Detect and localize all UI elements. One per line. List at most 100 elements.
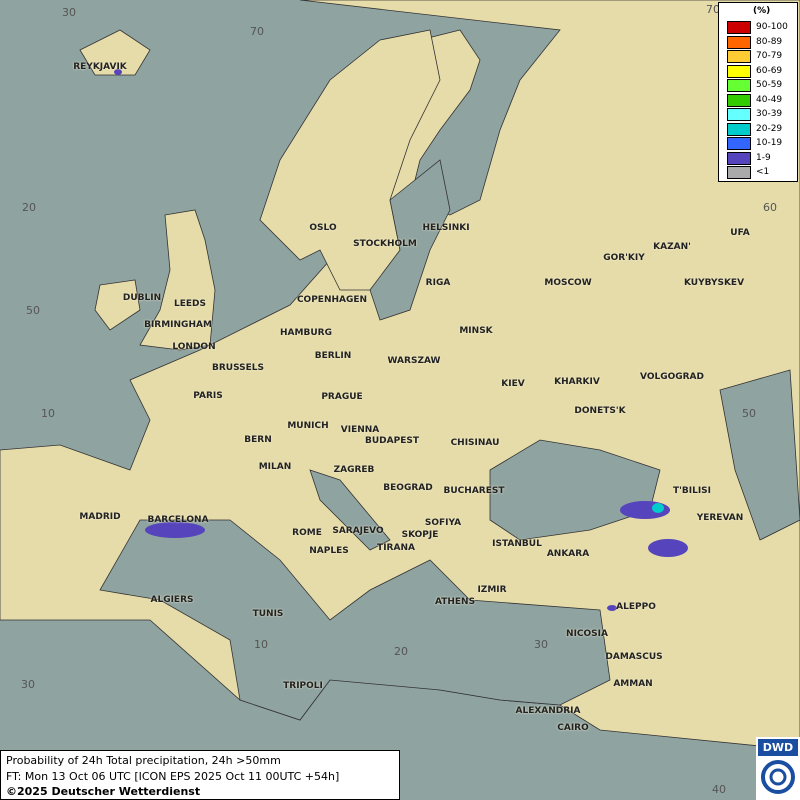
city-label: BIRMINGHAM	[144, 320, 212, 330]
legend-row: 50-59	[727, 79, 797, 92]
land-uk	[139, 209, 216, 351]
city-label: NICOSIA	[566, 629, 608, 639]
legend-label: 10-19	[756, 138, 783, 148]
sea-mediterranean	[99, 519, 611, 721]
precip-blob-high	[652, 503, 664, 513]
grid-label: 10	[254, 638, 268, 651]
legend-label: 1-9	[756, 152, 771, 163]
grid-label: 70	[706, 3, 720, 16]
city-label: CHISINAU	[450, 438, 500, 448]
grid-label: 40	[712, 783, 726, 796]
sea-caspian	[719, 369, 800, 541]
city-label: PARIS	[193, 391, 223, 401]
grid-label: 20	[394, 645, 408, 658]
grid-label: 70	[250, 25, 264, 38]
grid-label: 30	[62, 6, 76, 19]
city-label: MUNICH	[287, 421, 329, 431]
city-label: PRAGUE	[321, 392, 363, 402]
legend-label: <1	[756, 167, 770, 177]
grid-label: 10	[41, 407, 55, 420]
legend-label: 20-29	[756, 123, 783, 134]
city-label: SARAJEVO	[332, 526, 384, 536]
city-label: VOLGOGRAD	[640, 372, 704, 382]
legend-label: 60-69	[756, 65, 783, 76]
grid-label: 30	[21, 678, 35, 691]
city-label: KIEV	[501, 379, 525, 389]
city-label: TRIPOLI	[283, 681, 323, 691]
city-label: YEREVAN	[696, 513, 744, 523]
city-label: STOCKHOLM	[353, 239, 417, 249]
legend-swatch	[727, 64, 751, 78]
precip-blob	[145, 522, 205, 538]
city-label: BEOGRAD	[383, 483, 433, 493]
sea-baltic	[369, 159, 451, 321]
legend-row: 30-39	[727, 108, 797, 121]
city-label: BARCELONA	[147, 515, 209, 525]
city-label: KHARKIV	[554, 377, 600, 387]
city-label: GOR'KIY	[603, 253, 645, 263]
legend-label: 40-49	[756, 94, 783, 105]
city-label: HAMBURG	[280, 328, 332, 338]
city-label: MOSCOW	[544, 278, 592, 288]
precip-blob	[607, 605, 617, 611]
sea-adriatic	[309, 469, 391, 551]
legend-label: 30-39	[756, 109, 783, 119]
city-label: BUCHAREST	[443, 486, 505, 496]
city-label: KUYBYSKEV	[683, 278, 745, 288]
grid-label: 50	[26, 304, 40, 317]
legend-swatch	[727, 108, 751, 121]
city-label: ISTANBUL	[492, 539, 542, 549]
city-label: REYKJAVIK	[73, 62, 127, 72]
city-label: KAZAN'	[653, 242, 691, 252]
city-label: OSLO	[309, 223, 337, 233]
legend-swatch	[727, 93, 751, 107]
city-label: VIENNA	[340, 425, 380, 435]
city-label: MILAN	[258, 462, 292, 472]
legend-swatch	[727, 21, 751, 34]
legend: (%) 90-100 80-89 70-79 60-69 50-59 40-49 30-39…	[718, 2, 798, 182]
city-label: TIRANA	[377, 543, 415, 553]
city-label: CAIRO	[557, 723, 589, 733]
precipitation-areas	[114, 69, 688, 611]
city-label: ROME	[292, 528, 322, 538]
copyright: ©2025 Deutscher Wetterdienst	[6, 785, 201, 798]
grid-label: 60	[763, 201, 777, 214]
forecast-time: FT: Mon 13 Oct 06 UTC [ICON EPS 2025 Oct…	[6, 769, 340, 783]
legend-row: 60-69	[727, 64, 797, 78]
legend-label: 50-59	[756, 80, 783, 90]
legend-swatch	[727, 35, 751, 49]
legend-swatch	[727, 137, 751, 150]
land-iceland	[79, 29, 151, 76]
dwd-swirl-icon	[761, 760, 795, 794]
city-label: DUBLIN	[122, 293, 162, 303]
legend-row: 20-29	[727, 122, 797, 136]
city-label: ALGIERS	[150, 595, 194, 605]
city-label: MINSK	[459, 326, 493, 336]
city-label: UFA	[730, 228, 750, 238]
city-label: BRUSSELS	[211, 363, 265, 373]
city-label: AMMAN	[613, 679, 653, 689]
precip-blob	[648, 539, 688, 557]
legend-row: 10-19	[727, 137, 797, 150]
city-label: ZAGREB	[333, 465, 375, 475]
legend-row: 80-89	[727, 35, 797, 49]
legend-row: 40-49	[727, 93, 797, 107]
legend-row: 70-79	[727, 50, 797, 63]
legend-swatch	[727, 122, 751, 136]
city-label: ALEPPO	[616, 602, 656, 612]
legend-swatch	[727, 79, 751, 92]
precip-blob	[114, 69, 122, 75]
city-label: LEEDS	[174, 299, 206, 309]
dwd-logo: DWD	[756, 737, 800, 800]
legend-label: 90-100	[756, 22, 788, 32]
city-label: DONETS'K	[574, 406, 626, 416]
legend-swatch	[727, 151, 751, 165]
city-label: BERN	[244, 435, 272, 445]
city-label: T'BILISI	[672, 486, 712, 496]
legend-row: <1	[727, 166, 797, 179]
city-label: ALEXANDRIA	[515, 706, 581, 716]
land-ireland	[94, 279, 141, 331]
city-label: NAPLES	[309, 546, 349, 556]
